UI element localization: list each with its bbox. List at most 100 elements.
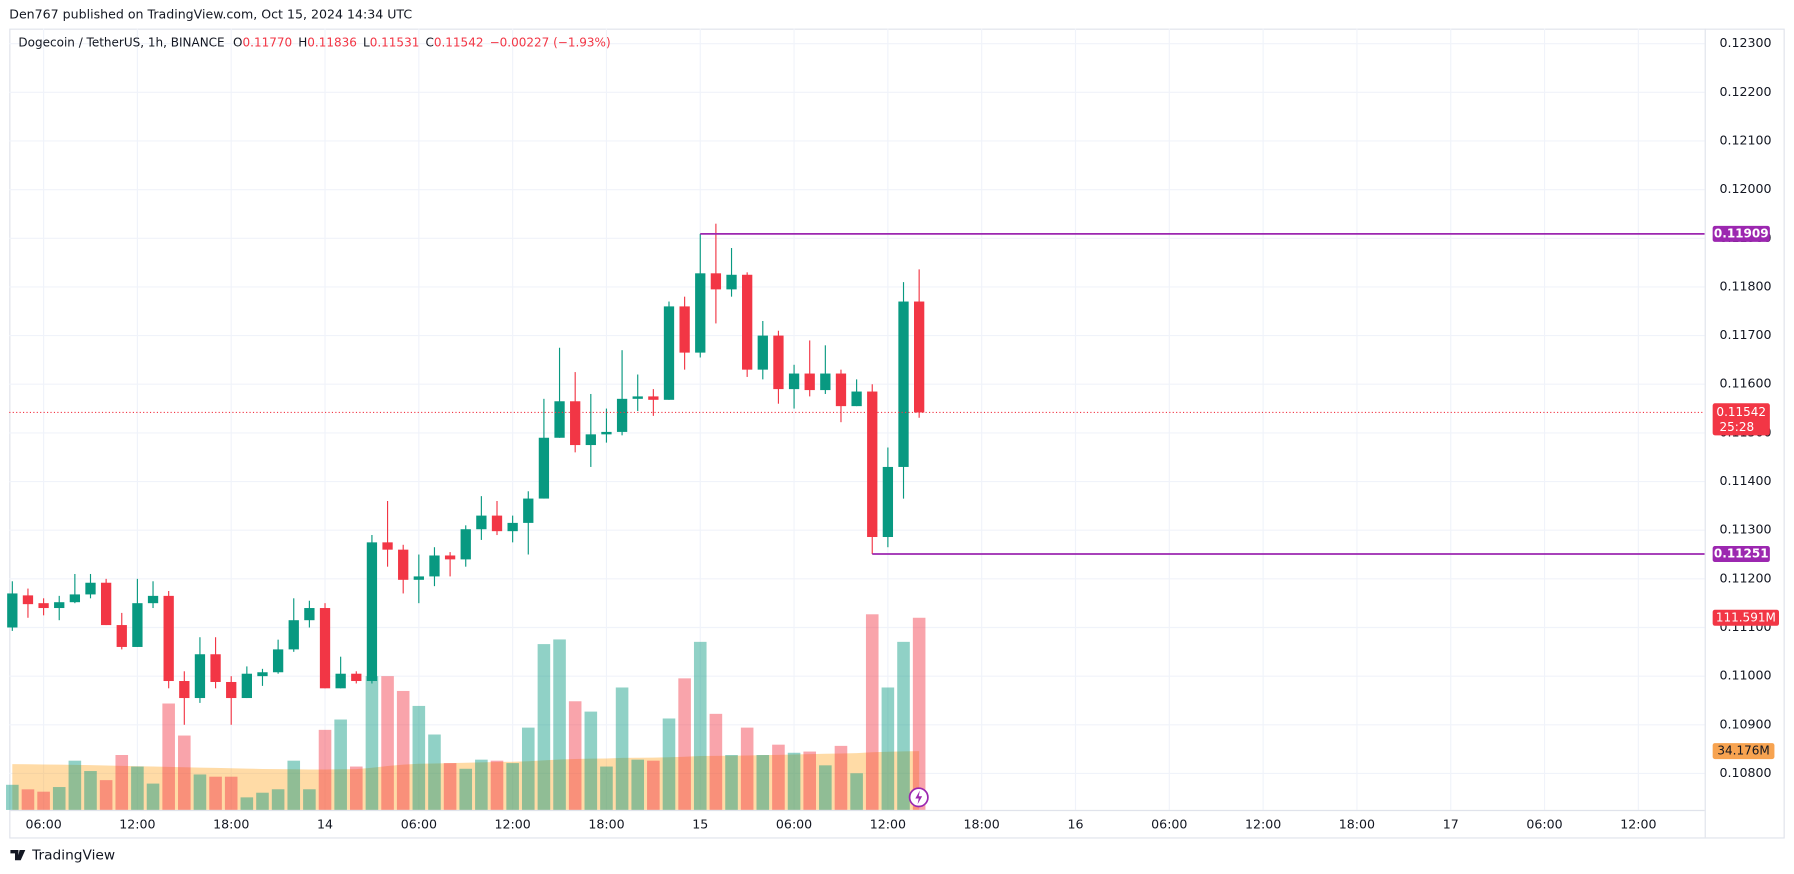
volume-bar (568, 701, 582, 810)
volume-bar (584, 711, 598, 810)
candle-body (835, 373, 847, 407)
volume-bar (115, 755, 129, 810)
volume-bar (490, 760, 504, 810)
last-price-box (1712, 403, 1770, 436)
candle-body (570, 401, 581, 446)
candle-body (366, 542, 378, 682)
candle-body (163, 595, 174, 682)
volume-bar (647, 760, 660, 810)
volume-bar (365, 676, 379, 810)
replay-icon[interactable] (908, 787, 929, 808)
y-tick-label: 0.10800 (1720, 765, 1772, 780)
candle-body (648, 396, 659, 400)
volume-bar (334, 719, 347, 810)
candles (7, 223, 925, 725)
volume-bar (787, 752, 801, 810)
legend-value: 0.11531 (370, 35, 420, 49)
volume-bar (897, 641, 910, 810)
candle-body (22, 595, 34, 605)
candle-body (7, 593, 18, 628)
candle-body (179, 681, 190, 699)
icon-bolt (915, 790, 923, 805)
y-tick-label: 0.12100 (1720, 132, 1772, 147)
candle-body (257, 672, 268, 677)
legend-value: 0.11770 (243, 35, 293, 49)
candle-body (100, 582, 112, 626)
volume-bar (68, 760, 82, 810)
brand-logo: TradingView (10, 848, 115, 864)
volume-bar (756, 755, 770, 810)
brand: TradingView (31, 848, 115, 864)
x-tick-label: 06:00 (401, 816, 437, 831)
volume-bar (6, 784, 19, 810)
candle-body (38, 603, 49, 609)
candle-body (820, 373, 831, 391)
volume-bar (381, 676, 394, 810)
volume-bar (881, 687, 895, 810)
volume-bar (600, 766, 613, 810)
candle-body (429, 555, 440, 577)
volume-bar (428, 734, 441, 810)
symbol: Dogecoin / TetherUS, 1h, BINANCE (18, 35, 224, 49)
volume-pane (6, 614, 926, 810)
candle-body (757, 335, 768, 370)
volume-bar (287, 760, 301, 810)
volume-bar (459, 768, 473, 810)
x-tick-label: 06:00 (25, 816, 61, 831)
y-tick-label: 0.11800 (1720, 278, 1772, 293)
candle-body (695, 273, 706, 353)
y-tick-label: 0.11300 (1720, 522, 1772, 537)
volume-bar (318, 729, 332, 810)
last-price-label: 0.11542 (1716, 405, 1766, 419)
volume-bar (662, 718, 676, 810)
volume-bar (146, 783, 160, 810)
candle-body (867, 391, 878, 538)
volume-label-box (1712, 609, 1780, 626)
legend-label: H (298, 35, 307, 49)
volume-bar (84, 771, 97, 810)
volume-bar (865, 614, 879, 810)
volume-bar (725, 755, 738, 810)
candle-body (710, 273, 722, 290)
candle-body (413, 576, 424, 580)
volume-ma-label: 34.176M (1717, 744, 1769, 758)
volume-bar (740, 727, 754, 810)
legend-value: 0.11836 (307, 35, 357, 49)
level-label: 0.11251 (1714, 547, 1769, 561)
volume-bar (193, 774, 207, 810)
candle-body (726, 274, 737, 290)
candle-body (663, 306, 675, 400)
candle-body (914, 301, 925, 413)
candle-body (601, 431, 612, 435)
candle-body (398, 549, 409, 580)
volume-bar (162, 703, 175, 810)
x-tick-label: 06:00 (1151, 816, 1187, 831)
y-tick-label: 0.12200 (1720, 84, 1772, 99)
candle-body (116, 625, 127, 647)
volume-bar (803, 751, 816, 810)
change: −0.00227 (−1.93%) (490, 35, 611, 49)
candle-body (491, 515, 503, 532)
volume-bar (99, 780, 113, 810)
candle-body (241, 673, 252, 699)
volume-bar (709, 713, 723, 810)
volume-bar (21, 789, 35, 810)
x-tick-label: 06:00 (776, 816, 812, 831)
candle-body (898, 301, 909, 467)
candle-body (585, 434, 596, 446)
volume-bar (412, 705, 426, 810)
candle-body (382, 542, 393, 550)
candle-body (616, 398, 628, 432)
volume-ma-area (12, 751, 920, 810)
volume-bar (271, 789, 285, 810)
volume-bar (256, 792, 269, 810)
candle-body (304, 608, 315, 621)
x-tick-label: 15 (692, 816, 708, 831)
legend: Dogecoin / TetherUS, 1h, BINANCE O0.1177… (18, 35, 610, 49)
volume-bar (303, 789, 316, 810)
volume-bar (631, 759, 645, 810)
volume-bar (209, 776, 222, 810)
